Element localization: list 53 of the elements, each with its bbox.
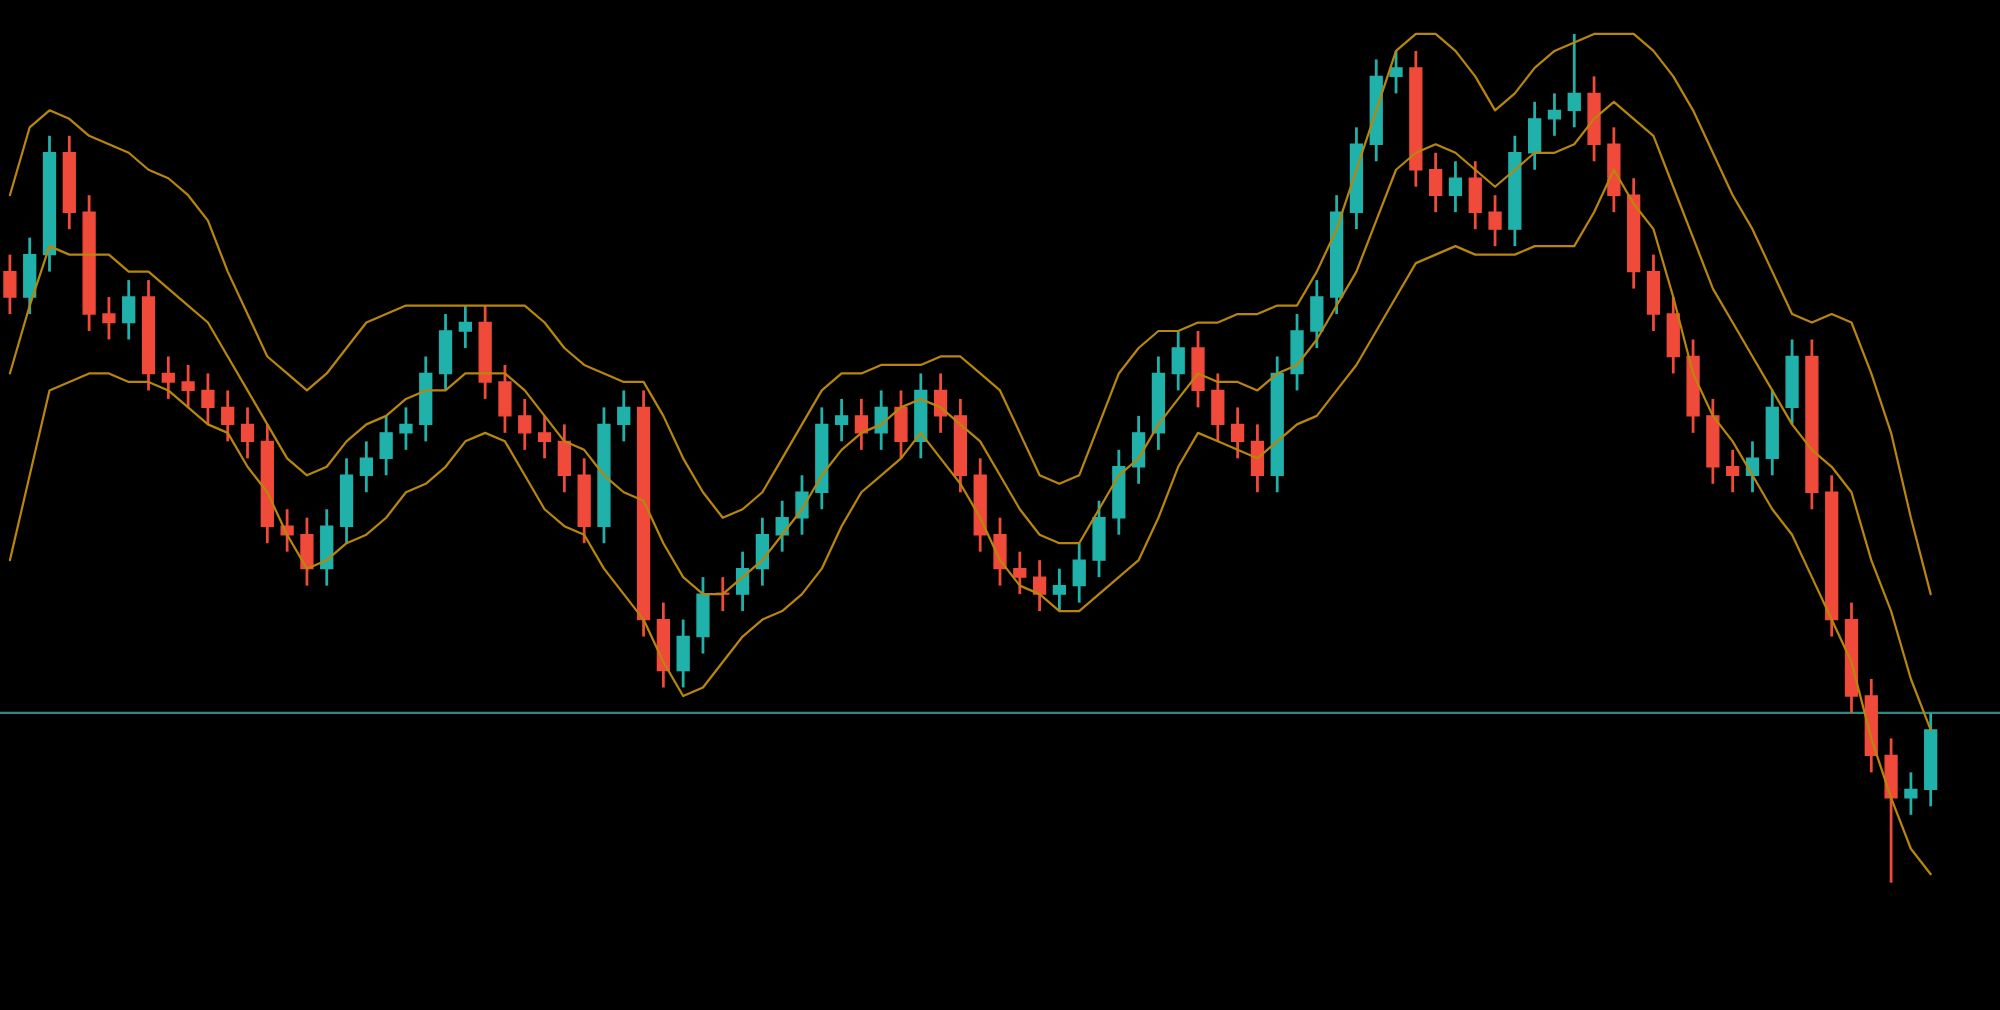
candlestick <box>518 397 532 452</box>
candlestick <box>320 507 334 588</box>
candlestick <box>894 389 908 460</box>
candlestick <box>676 618 690 689</box>
candlestick <box>617 389 631 443</box>
candlestick <box>240 406 255 460</box>
candlestick <box>161 355 175 401</box>
candlestick <box>1191 329 1205 409</box>
candlestick <box>122 278 136 341</box>
candlestick <box>1131 414 1146 486</box>
candlestick <box>1429 151 1443 214</box>
candlestick <box>1052 567 1067 613</box>
candlestick <box>1528 100 1542 172</box>
candlestick <box>3 253 17 316</box>
candlestick <box>1468 159 1482 231</box>
candlestick <box>102 295 116 341</box>
candlestick <box>458 304 472 350</box>
candlestick <box>834 397 849 443</box>
candlestick <box>696 575 710 655</box>
candlestick <box>201 372 215 426</box>
candlestick <box>557 422 571 494</box>
candlestick <box>1171 329 1185 392</box>
candlestick <box>1904 770 1918 817</box>
candlestick <box>1072 541 1086 604</box>
candlestick <box>993 516 1007 588</box>
candlestick <box>359 439 373 494</box>
candlestick <box>1310 278 1324 350</box>
candlestick <box>1567 32 1581 129</box>
candlestick <box>854 397 869 452</box>
candlestick <box>1290 312 1304 392</box>
candlestick <box>1448 159 1463 214</box>
candlestick <box>221 389 235 443</box>
candlestick <box>23 236 37 316</box>
candlestick <box>1250 422 1265 494</box>
candlestick <box>1646 253 1661 333</box>
candlestick <box>1013 550 1027 596</box>
candlestick <box>181 363 195 409</box>
candlestick <box>300 516 314 588</box>
candlestick <box>1389 49 1403 95</box>
candlestick <box>438 312 453 392</box>
candlestick <box>1211 372 1225 443</box>
candlestick <box>1230 406 1245 460</box>
candlestick <box>1032 558 1047 613</box>
candlestick <box>1092 499 1106 579</box>
candlestick <box>1666 295 1680 375</box>
candlestick <box>379 414 393 477</box>
candlestick <box>537 414 552 460</box>
candlestick <box>1884 737 1898 885</box>
candlestick <box>1547 91 1562 138</box>
candlestick <box>399 406 413 452</box>
candlestick <box>1488 193 1502 248</box>
candlestick <box>1726 448 1740 494</box>
candlestick <box>498 363 512 435</box>
